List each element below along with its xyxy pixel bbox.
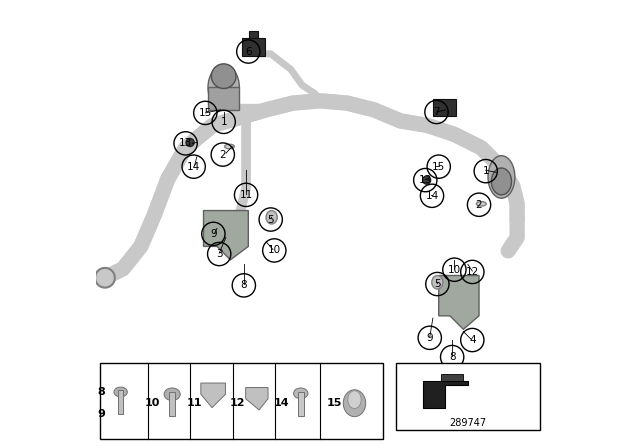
Polygon shape [439,276,479,329]
Bar [433,99,456,116]
Bar [208,87,239,110]
Ellipse shape [266,211,277,224]
Bar [396,363,540,430]
Text: 9: 9 [97,409,105,419]
Text: 10: 10 [448,265,461,275]
Text: 6: 6 [245,47,252,56]
Ellipse shape [422,176,431,184]
Polygon shape [201,383,225,408]
Ellipse shape [476,202,486,206]
Text: 5: 5 [268,215,274,224]
Text: 2: 2 [220,150,226,159]
Ellipse shape [186,138,194,146]
Polygon shape [204,211,248,260]
Text: 2: 2 [476,200,483,210]
Ellipse shape [114,387,127,397]
Bar [243,38,265,56]
Text: 14: 14 [426,191,438,201]
Text: 289747: 289747 [449,418,486,428]
Text: 7: 7 [433,107,440,117]
Text: 9: 9 [210,229,217,239]
Ellipse shape [492,168,511,195]
Ellipse shape [432,276,443,289]
Text: 9: 9 [426,333,433,343]
Bar [169,392,175,416]
Ellipse shape [211,64,236,89]
Text: 14: 14 [187,162,200,172]
Text: 11: 11 [187,398,202,408]
Ellipse shape [294,388,308,399]
Ellipse shape [348,391,361,409]
Bar [118,390,124,414]
Ellipse shape [225,144,234,149]
Ellipse shape [488,156,515,198]
Text: 13: 13 [179,138,192,148]
Polygon shape [441,374,463,381]
Text: 15: 15 [432,162,445,172]
Text: 4: 4 [469,335,476,345]
Text: 10: 10 [145,398,160,408]
Text: 3: 3 [216,249,223,259]
Text: 8: 8 [241,280,247,290]
Text: 11: 11 [239,190,253,200]
Ellipse shape [208,65,239,110]
Text: 12: 12 [229,398,245,408]
Text: 1: 1 [483,166,489,176]
Text: 5: 5 [434,279,441,289]
Bar [249,31,258,38]
Bar [100,363,383,439]
Polygon shape [246,388,268,410]
Text: 8: 8 [97,387,105,397]
Text: 1: 1 [220,117,227,127]
Text: 13: 13 [419,175,432,185]
Circle shape [95,268,115,288]
Ellipse shape [164,388,180,401]
Text: 12: 12 [466,267,479,277]
Ellipse shape [343,390,365,417]
Text: 14: 14 [273,398,289,408]
Text: 8: 8 [449,352,456,362]
Polygon shape [423,381,468,408]
Text: 10: 10 [268,246,281,255]
Bar [298,392,304,416]
Text: 15: 15 [327,398,342,408]
Text: 15: 15 [198,108,212,118]
